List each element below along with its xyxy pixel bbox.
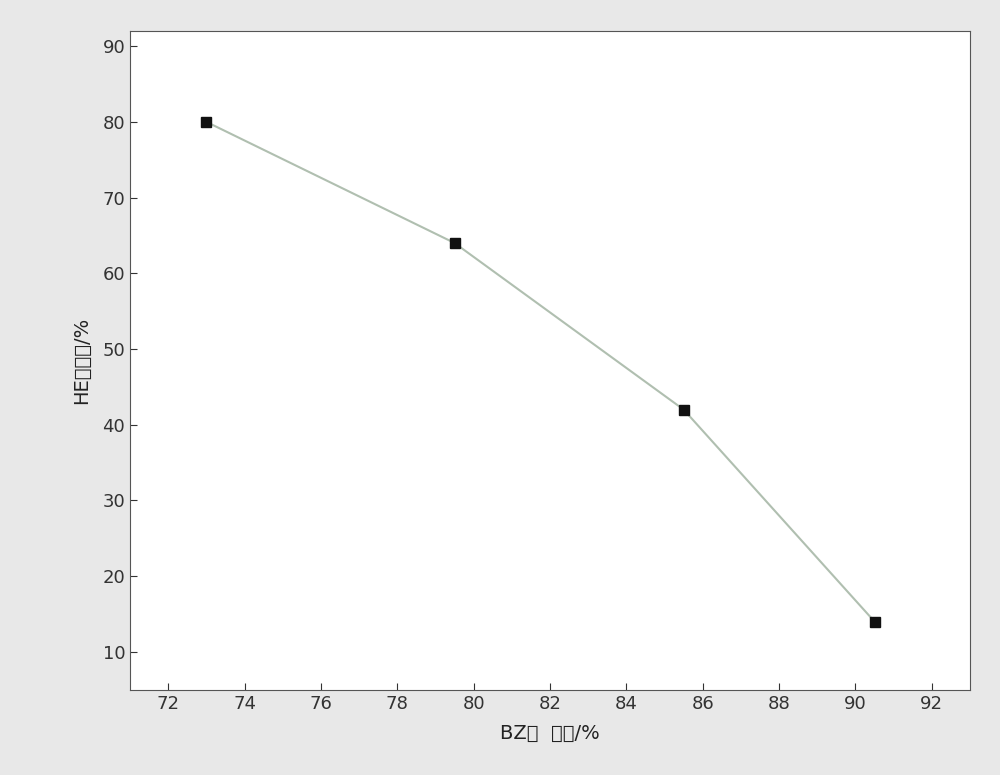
Y-axis label: HE选择性/%: HE选择性/%	[72, 317, 91, 404]
X-axis label: BZ转  化率/%: BZ转 化率/%	[500, 724, 600, 742]
